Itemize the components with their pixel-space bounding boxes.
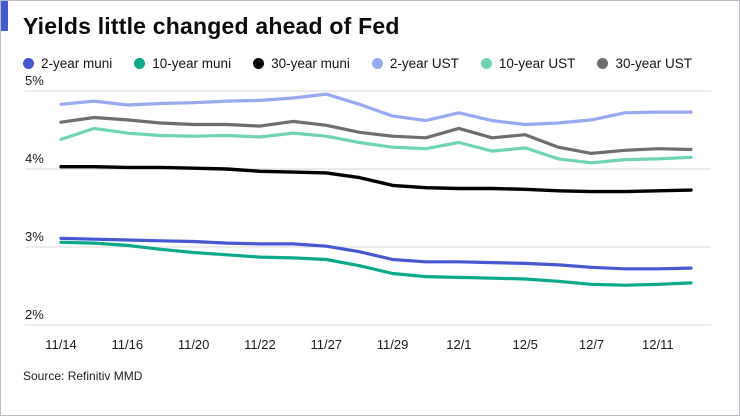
legend-label: 2-year muni [41,56,113,71]
x-tick-label: 12/11 [642,337,674,352]
x-tick-label: 11/22 [244,337,276,352]
legend-label: 2-year UST [389,56,459,71]
series-line-2-year-ust [59,92,693,127]
x-tick-label: 12/7 [579,337,604,352]
chart-title: Yields little changed ahead of Fed [23,13,400,39]
x-tick-label: 11/20 [178,337,210,352]
series-line-30-year-muni [59,164,693,194]
series-line-30-year-ust [59,115,693,156]
legend-label: 10-year UST [498,56,576,71]
x-tick-label: 11/14 [45,337,77,352]
x-tick-label: 11/16 [112,337,144,352]
series-line-10-year-ust [59,126,693,165]
legend-dot [371,58,383,69]
corner-accent [1,1,8,31]
y-tick-label: 4% [25,151,44,166]
y-tick-label: 2% [25,307,44,322]
x-tick-label: 12/5 [513,337,538,352]
legend-item-10-year-ust[interactable]: 10-year UST [480,56,576,71]
series-line-2-year-muni [59,236,693,271]
legend-item-2-year-muni[interactable]: 2-year muni [23,56,112,71]
y-tick-label: 5% [25,75,44,88]
legend-item-30-year-ust[interactable]: 30-year UST [597,56,692,71]
series-line-10-year-muni [59,240,693,287]
x-tick-label: 12/1 [446,337,471,352]
x-tick-label: 11/29 [377,337,409,352]
y-tick-label: 3% [25,229,44,244]
legend-label: 30-year UST [615,56,692,71]
legend-label: 30-year muni [271,56,350,71]
legend-item-2-year-ust[interactable]: 2-year UST [371,56,459,71]
legend-item-10-year-muni[interactable]: 10-year muni [134,56,231,71]
legend-dot [134,58,146,69]
source-note: Source: Refinitiv MMD [23,369,143,383]
yield-chart: 2% 3% 4% 5% 11/14 11/16 11/20 11/22 11/27 11/29 12… [25,75,711,352]
legend-dot [23,58,34,69]
legend-label: 10-year muni [152,56,232,71]
x-tick-label: 11/27 [310,337,342,352]
legend-item-30-year-muni[interactable]: 30-year muni [253,56,350,71]
legend-dot [597,58,609,69]
legend-dot [480,58,492,69]
chart-legend: 2-year muni 10-year muni 30-year muni 2-yea… [23,56,739,71]
legend-dot [253,58,265,69]
